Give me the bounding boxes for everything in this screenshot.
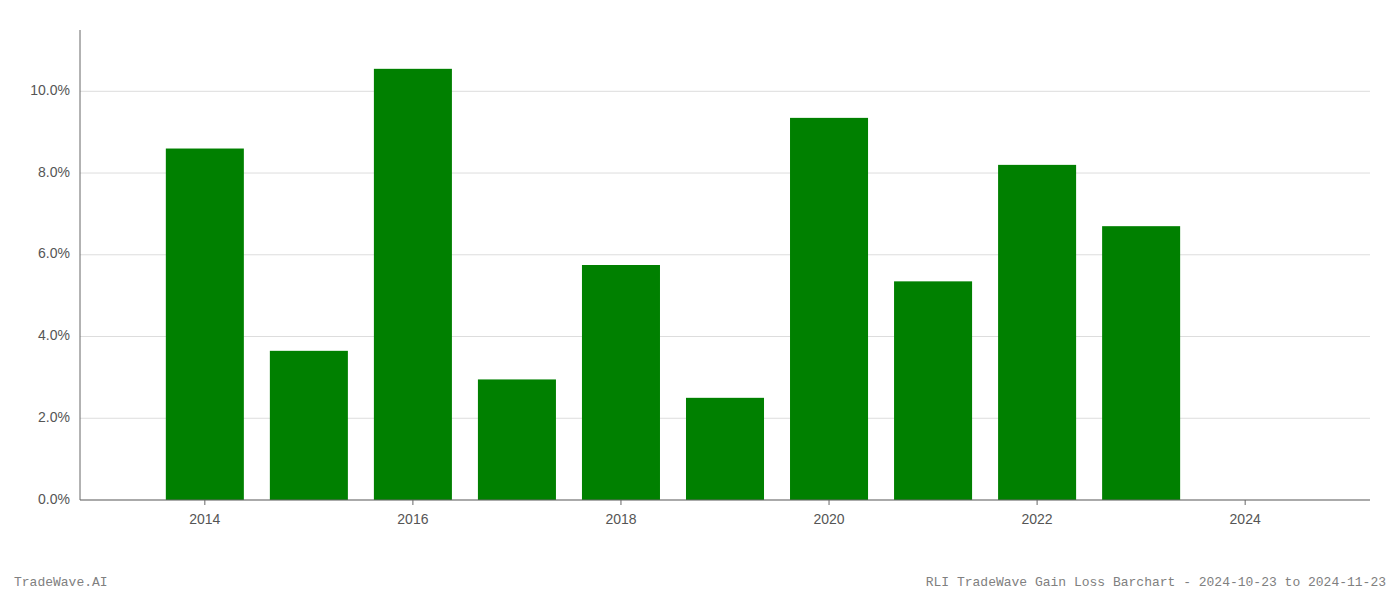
y-axis-line <box>80 30 81 500</box>
x-tick-label: 2020 <box>813 511 844 527</box>
y-tick-label: 4.0% <box>38 327 70 343</box>
bar <box>374 69 452 500</box>
footer-text: TradeWave.AI <box>14 575 108 590</box>
y-tick-label: 10.0% <box>30 82 70 98</box>
grid <box>80 91 1370 500</box>
chart: 0.0% 2.0% 4.0% 6.0% 8.0% 10.0% 2014 2016 2018 202… <box>0 0 1400 600</box>
x-axis: 2014 2016 2018 2020 2022 2024 <box>80 500 1370 527</box>
bars <box>166 69 1180 500</box>
bar <box>998 165 1076 500</box>
y-tick-label: 0.0% <box>38 491 70 507</box>
footer-text: RLI TradeWave Gain Loss Barchart - 2024-… <box>926 575 1386 590</box>
y-axis: 0.0% 2.0% 4.0% 6.0% 8.0% 10.0% <box>30 30 80 507</box>
bar <box>582 265 660 500</box>
annotations: TradeWave.AI RLI TradeWave Gain Loss Barc… <box>14 575 1386 590</box>
y-tick-label: 8.0% <box>38 164 70 180</box>
y-tick-label: 2.0% <box>38 409 70 425</box>
x-tick <box>1245 500 1246 505</box>
grid-line <box>80 173 1370 174</box>
x-tick <box>412 500 413 505</box>
grid-line <box>80 500 1370 501</box>
x-tick <box>204 500 205 505</box>
grid-line <box>80 91 1370 92</box>
bar <box>166 149 244 500</box>
x-tick-label: 2016 <box>397 511 428 527</box>
bar <box>790 118 868 500</box>
bar <box>1102 226 1180 500</box>
y-tick-label: 6.0% <box>38 245 70 261</box>
chart-container: 0.0% 2.0% 4.0% 6.0% 8.0% 10.0% 2014 2016 2018 202… <box>0 0 1400 600</box>
x-tick-label: 2022 <box>1022 511 1053 527</box>
bar <box>270 351 348 500</box>
bar <box>894 281 972 500</box>
x-axis-line <box>80 500 1370 501</box>
x-tick <box>620 500 621 505</box>
x-tick <box>1037 500 1038 505</box>
bar <box>686 398 764 500</box>
x-tick-label: 2018 <box>605 511 636 527</box>
bar <box>478 379 556 500</box>
x-tick-label: 2024 <box>1230 511 1261 527</box>
x-tick <box>829 500 830 505</box>
x-tick-label: 2014 <box>189 511 220 527</box>
